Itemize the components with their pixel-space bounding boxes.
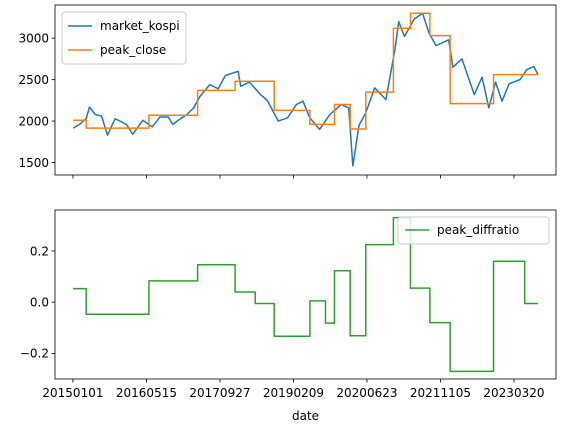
bottom-x-tick-label: 20170927: [189, 386, 250, 400]
series-line-peak-diffratio: [73, 216, 539, 373]
bottom-x-tick-label: 20160515: [116, 386, 177, 400]
bottom-series-layer: [73, 216, 539, 373]
top-legend-frame: [61, 11, 187, 65]
top-y-tick-label: 3000: [18, 31, 49, 45]
bottom-axes-frame: [54, 209, 557, 380]
bottom-y-axis: −0.2 0.0 0.2: [20, 244, 55, 361]
bottom-x-tick-label: 20190209: [263, 386, 324, 400]
bottom-x-tick-label: 20200623: [336, 386, 397, 400]
top-y-tick-label: 1500: [18, 156, 49, 170]
top-y-tick-label: 2500: [18, 73, 49, 87]
bottom-x-tick-label: 20211105: [410, 386, 471, 400]
top-y-tick-label: 2000: [18, 114, 49, 128]
bottom-y-tick-label: 0.0: [30, 295, 49, 309]
top-x-axis: [72, 175, 515, 179]
top-axes-frame: [54, 4, 557, 176]
legend-label-peak-close: peak_close: [100, 43, 166, 57]
bottom-x-tick-label: 20150101: [42, 386, 103, 400]
bottom-y-tick-label: −0.2: [20, 347, 49, 361]
legend-label-market-kospi: market_kospi: [100, 19, 180, 33]
bottom-x-axis-label: date: [292, 409, 319, 423]
bottom-legend-frame: [397, 216, 550, 245]
bottom-axes: −0.2 0.0 0.2 20150101 20160515 20170927 20190…: [20, 209, 557, 423]
top-axes: 1500 2000 2500 3000 market_kospi peak_close: [18, 4, 557, 179]
bottom-x-tick-label: 20230320: [483, 386, 544, 400]
top-y-axis: 1500 2000 2500 3000: [18, 31, 55, 170]
bottom-y-tick-label: 0.2: [30, 244, 49, 258]
series-line-market-kospi: [72, 12, 539, 167]
top-legend: market_kospi peak_close: [61, 11, 187, 65]
bottom-legend: peak_diffratio: [397, 216, 550, 245]
top-series-layer: [72, 12, 539, 167]
legend-label-peak-diffratio: peak_diffratio: [437, 223, 519, 237]
series-line-peak-close: [73, 12, 539, 130]
bottom-x-axis: 20150101 20160515 20170927 20190209 20200623…: [42, 379, 544, 400]
